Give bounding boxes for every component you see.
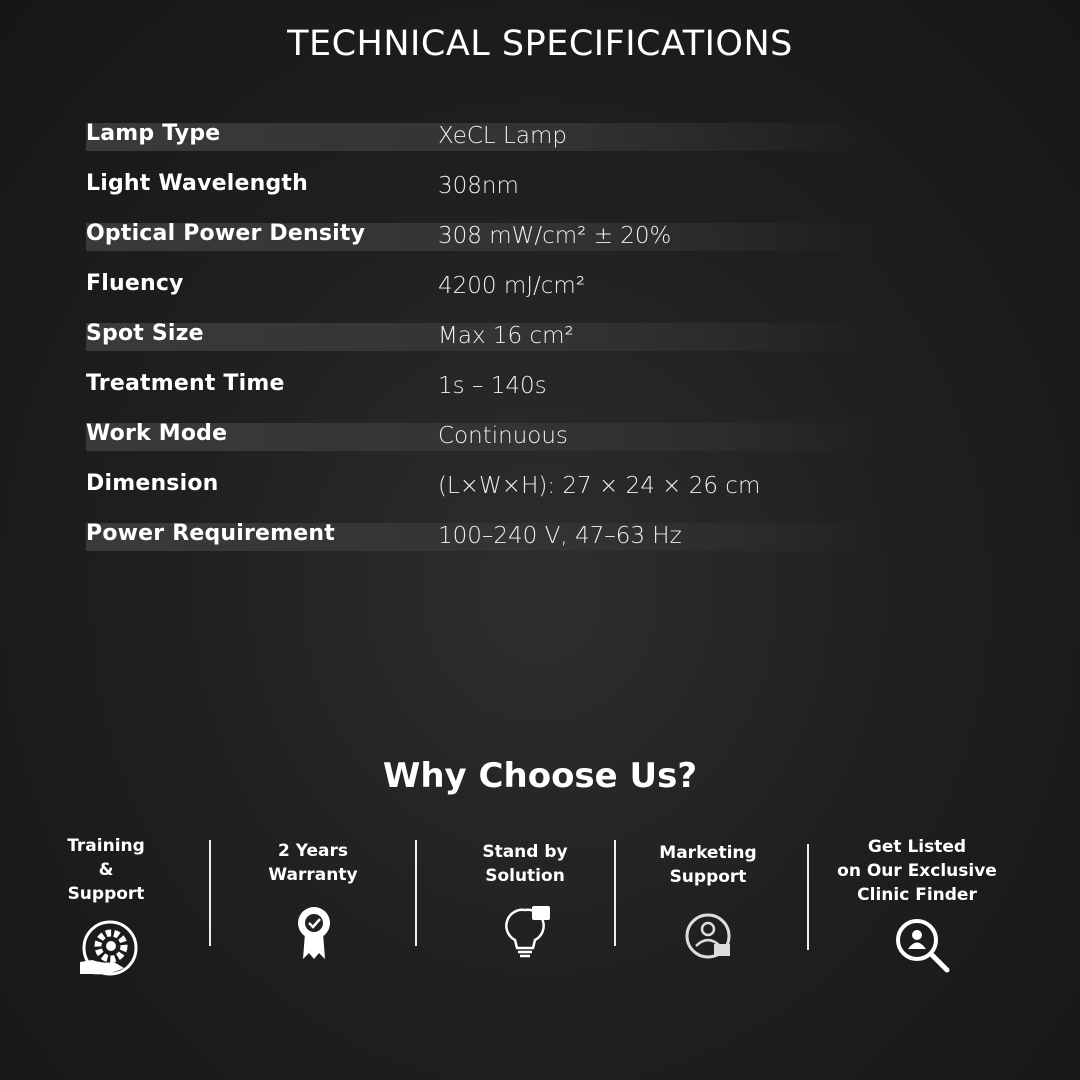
divider	[415, 840, 417, 946]
feature-stand-by-solution: Stand by Solution	[465, 840, 585, 888]
spec-label: Power Requirement	[86, 521, 335, 546]
spec-value: Max 16 cm²	[438, 323, 574, 349]
feature-text: Clinic Finder	[857, 885, 977, 905]
feature-warranty: 2 Years Warranty	[253, 839, 373, 887]
spec-label: Fluency	[86, 271, 184, 296]
feature-training-support: Training & Support	[46, 834, 166, 906]
feature-text: on Our Exclusive	[837, 861, 997, 881]
spec-row: Lamp Type XeCL Lamp	[86, 121, 876, 151]
feature-clinic-finder: Get Listed on Our Exclusive Clinic Finde…	[836, 835, 998, 907]
gear-hand-icon	[80, 920, 138, 976]
feature-text: &	[98, 860, 114, 880]
spec-row: Treatment Time 1s – 140s	[86, 371, 876, 401]
search-person-icon	[896, 919, 950, 973]
spec-value: 308nm	[438, 173, 519, 199]
spec-label: Light Wavelength	[86, 171, 308, 196]
lightbulb-puzzle-icon	[505, 906, 550, 958]
feature-text: Stand by	[482, 842, 568, 862]
spec-row: Optical Power Density 308 mW/cm² ± 20%	[86, 221, 876, 251]
spec-label: Dimension	[86, 471, 219, 496]
feature-marketing-support: Marketing Support	[648, 841, 768, 889]
feature-text: Training	[67, 836, 145, 856]
spec-label: Optical Power Density	[86, 221, 366, 246]
feature-text: 2 Years	[277, 841, 348, 861]
divider	[614, 840, 616, 946]
spec-value: (L×W×H): 27 × 24 × 26 cm	[438, 473, 761, 499]
spec-row: Fluency 4200 mJ/cm²	[86, 271, 876, 301]
marketing-support-icon	[685, 913, 731, 959]
feature-text: Get Listed	[867, 837, 967, 857]
spec-label: Spot Size	[86, 321, 204, 346]
feature-text: Warranty	[268, 865, 358, 885]
spec-value: 100–240 V, 47–63 Hz	[438, 523, 682, 549]
spec-row: Work Mode Continuous	[86, 421, 876, 451]
spec-value: 4200 mJ/cm²	[438, 273, 586, 299]
feature-text: Solution	[485, 866, 565, 886]
divider	[209, 840, 211, 946]
award-badge-icon	[298, 907, 330, 959]
spec-label: Treatment Time	[86, 371, 285, 396]
spec-value: Continuous	[438, 423, 568, 449]
page-title: TECHNICAL SPECIFICATIONS	[287, 24, 793, 64]
feature-text: Support	[67, 884, 145, 904]
spec-row: Power Requirement 100–240 V, 47–63 Hz	[86, 521, 876, 551]
spec-label: Lamp Type	[86, 121, 221, 146]
spec-value: 308 mW/cm² ± 20%	[438, 223, 672, 249]
feature-text: Support	[669, 867, 747, 887]
spec-row: Light Wavelength 308nm	[86, 171, 876, 201]
spec-row: Spot Size Max 16 cm²	[86, 321, 876, 351]
spec-value: 1s – 140s	[438, 373, 547, 399]
divider	[807, 844, 809, 950]
why-choose-us-title: Why Choose Us?	[382, 756, 698, 796]
spec-row: Dimension (L×W×H): 27 × 24 × 26 cm	[86, 471, 876, 501]
spec-value: XeCL Lamp	[438, 123, 567, 149]
feature-text: Marketing	[659, 843, 757, 863]
spec-label: Work Mode	[86, 421, 228, 446]
